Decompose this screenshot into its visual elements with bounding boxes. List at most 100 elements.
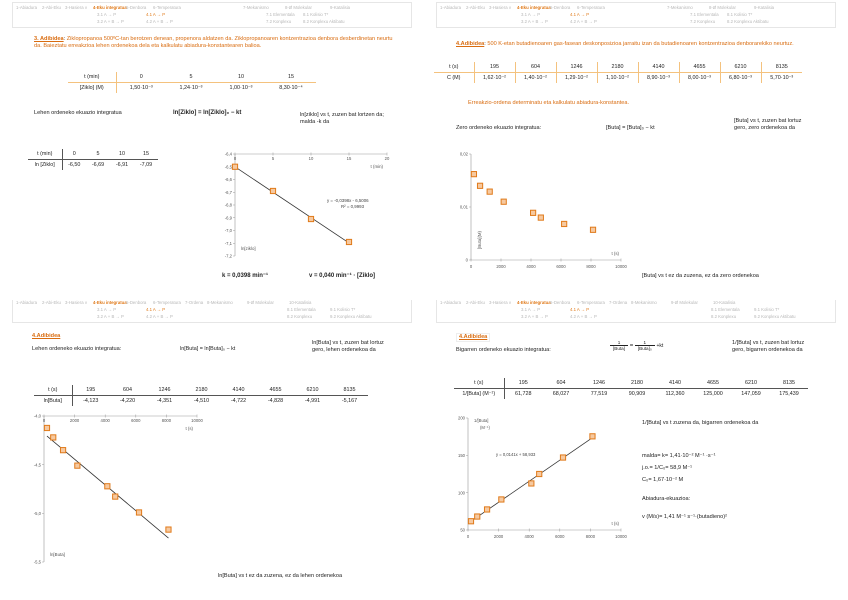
data-point — [528, 480, 535, 487]
nav-subitem[interactable]: 7.2 Konplexu — [690, 19, 716, 24]
nav-item[interactable]: 5-Denbora — [126, 300, 147, 305]
nav-item[interactable]: 5-Denbora — [550, 5, 571, 10]
cell: 4140 — [638, 62, 680, 73]
nav-item[interactable]: 8-Mekanismo — [207, 300, 233, 305]
nav-subitem[interactable]: 8.1 Kolisio T* — [303, 12, 329, 17]
trendline — [234, 166, 350, 244]
nav-subitem[interactable]: 3.1 A → P — [97, 12, 117, 17]
nav-item[interactable]: 9-Katalisia — [330, 5, 351, 10]
nav-item[interactable]: 2-Abi-Eku — [42, 5, 61, 10]
nav-subitem[interactable]: 3.1 A → P — [521, 12, 541, 17]
x-tick-label: 4000 — [101, 418, 111, 423]
nav-item[interactable]: 3-Hasiera v — [489, 300, 511, 305]
nav-subitem[interactable]: 8.2 Konplexu — [287, 314, 313, 319]
nav-item-active[interactable]: 4-Eku integratua — [517, 5, 551, 10]
nav-item[interactable]: 2-Abi-Eku — [466, 5, 485, 10]
cell: 1246 — [146, 385, 183, 396]
equation-label: Lehen ordeneko ekuazio integratua: — [32, 346, 122, 352]
nav-subitem-active[interactable]: 4.1 A → P — [570, 12, 590, 17]
nav-item[interactable]: 2-Abi-Eku — [466, 300, 485, 305]
nav-subitem[interactable]: 3.1 A → P — [521, 307, 541, 312]
nav-item[interactable]: 1-Abiadura — [440, 300, 462, 305]
cell: -4,123 — [83, 398, 99, 404]
nav-item[interactable]: 7-Ordena — [185, 300, 204, 305]
cell: 1,00·10⁻³ — [229, 85, 253, 91]
nav-item[interactable]: 10-Katalisia — [289, 300, 312, 305]
nav-item[interactable]: 7-Mekanismo — [667, 5, 693, 10]
nav-subitem[interactable]: 8.1 Elementala — [711, 307, 740, 312]
nav-item[interactable]: 3-Hasiera v — [65, 300, 87, 305]
nav-subitem[interactable]: 8.2 Konplexu — [711, 314, 737, 319]
nav-bar: 1-Abiadura 2-Abi-Eku 3-Hasiera v 4-Eku i… — [436, 2, 836, 28]
cell: 125,000 — [703, 391, 723, 397]
cell: 10 — [110, 149, 134, 160]
example-title[interactable]: 4.Adibidea — [456, 41, 485, 47]
nav-subitem[interactable]: 4.2 A + B → P — [146, 314, 173, 319]
nav-subitem-active[interactable]: 4.1 A → P — [146, 12, 166, 17]
nav-item[interactable]: 6-Temperatura — [577, 300, 605, 305]
nav-item[interactable]: 1-Abiadura — [440, 5, 462, 10]
nav-item[interactable]: 1-Abiadura — [16, 300, 38, 305]
cell: 10 — [216, 72, 266, 83]
y-tick-label: 0,02 — [460, 152, 469, 157]
nav-item[interactable]: 6-Temperatura — [577, 5, 605, 10]
nav-item[interactable]: 8-Mekanismo — [631, 300, 657, 305]
nav-subitem-active[interactable]: 4.1 A → P — [146, 307, 166, 312]
nav-subitem[interactable]: 3.2 A + B → P — [521, 19, 548, 24]
nav-item-active[interactable]: 4-Eku integratua — [93, 5, 127, 10]
note-text: ln[ziklo] vs t, zuzen bat lortzen da; ma… — [300, 112, 384, 126]
example-title[interactable]: 4.Adibidea — [32, 333, 60, 340]
nav-item[interactable]: 5-Denbora — [550, 300, 571, 305]
nav-subitem[interactable]: 4.2 A + B → P — [570, 314, 597, 319]
equation-tail: +kt — [656, 343, 664, 350]
nav-item[interactable]: 3-Hasiera v — [65, 5, 87, 10]
nav-subitem[interactable]: 3.2 A + B → P — [521, 314, 548, 319]
nav-item[interactable]: 8-Ø Molekular — [285, 5, 312, 10]
cell: -4,828 — [267, 398, 284, 404]
nav-subitem[interactable]: 3.2 A + B → P — [97, 19, 124, 24]
nav-item[interactable]: 9-Katalisia — [754, 5, 775, 10]
nav-subitem[interactable]: 8.1 Kolisio T* — [727, 12, 753, 17]
cell: 604 — [515, 62, 557, 73]
nav-item[interactable]: 1-Abiadura — [16, 5, 38, 10]
nav-subitem[interactable]: 7.2 Konplexu — [266, 19, 292, 24]
nav-subitem[interactable]: 7.1 Elementala — [266, 12, 295, 17]
nav-subitem[interactable]: 9.2 Konplexu Aktibatu — [754, 314, 796, 319]
example-title[interactable]: 4.Adibidea — [456, 333, 491, 343]
nav-item[interactable]: 9-Ø Molekular — [247, 300, 274, 305]
example-title[interactable]: 3. Adibidea — [34, 36, 64, 42]
nav-subitem[interactable]: 4.2 A + B → P — [146, 19, 173, 24]
nav-item[interactable]: 5-Denbora — [126, 5, 147, 10]
x-tick-label: 10000 — [615, 264, 627, 269]
nav-subitem[interactable]: 8.2 Konplexu Aktibatu — [303, 19, 345, 24]
nav-subitem[interactable]: 8.2 Konplexu Aktibatu — [727, 19, 769, 24]
nav-subitem[interactable]: 9.1 Kolisio T* — [754, 307, 780, 312]
cell: 4140 — [656, 378, 694, 389]
nav-item[interactable]: 7-Ordena — [609, 300, 628, 305]
nav-item[interactable]: 6-Temperatura — [153, 300, 181, 305]
nav-item[interactable]: 3-Hasiera v — [489, 5, 511, 10]
nav-item-active[interactable]: 4-Eku integratua — [517, 300, 551, 305]
cell: 6210 — [294, 385, 331, 396]
nav-subitem[interactable]: 4.2 A + B → P — [570, 19, 597, 24]
nav-item-active[interactable]: 4-Eku integratua — [93, 300, 127, 305]
nav-subitem[interactable]: 8.1 Elementala — [287, 307, 316, 312]
nav-item[interactable]: 6-Temperatura — [153, 5, 181, 10]
nav-item[interactable]: 9-Ø Molekular — [671, 300, 698, 305]
nav-item[interactable]: 8-Ø Molekular — [709, 5, 736, 10]
nav-subitem[interactable]: 3.1 A → P — [97, 307, 117, 312]
x-tick-label: 4000 — [526, 264, 536, 269]
data-point — [476, 182, 484, 189]
nav-subitem[interactable]: 9.1 Kolisio T* — [330, 307, 356, 312]
nav-subitem[interactable]: 7.1 Elementala — [690, 12, 719, 17]
nav-item[interactable]: 2-Abi-Eku — [42, 300, 61, 305]
nav-item[interactable]: 10-Katalisia — [713, 300, 736, 305]
nav-subitem-active[interactable]: 4.1 A → P — [570, 307, 590, 312]
nav-subitem[interactable]: 9.2 Konplexu Aktibatu — [330, 314, 372, 319]
nav-item[interactable]: 7-Mekanismo — [243, 5, 269, 10]
cell: 8135 — [761, 62, 802, 73]
nav-subitem[interactable]: 3.2 A + B → P — [97, 314, 124, 319]
integrated-equation: ln[Ziklo] = ln[Ziklo]₀ − kt — [173, 110, 242, 116]
row-header: t (s) — [34, 385, 73, 396]
